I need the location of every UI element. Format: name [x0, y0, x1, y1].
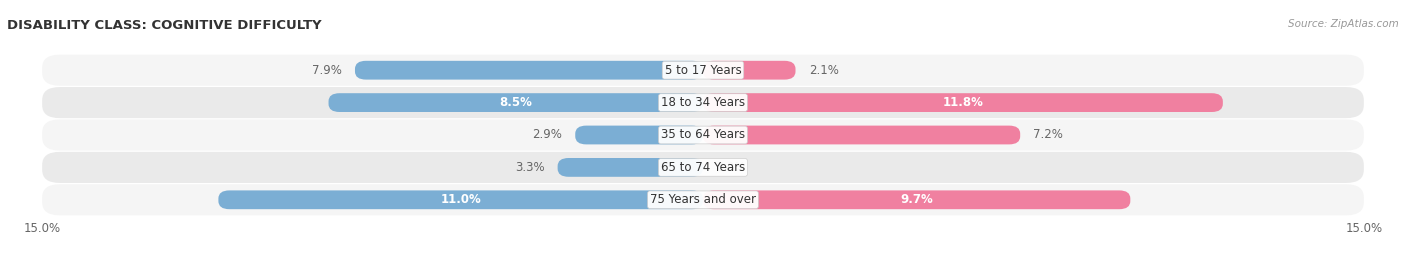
Text: Source: ZipAtlas.com: Source: ZipAtlas.com [1288, 19, 1399, 29]
FancyBboxPatch shape [329, 93, 703, 112]
Text: 11.8%: 11.8% [942, 96, 983, 109]
FancyBboxPatch shape [42, 119, 1364, 151]
FancyBboxPatch shape [42, 152, 1364, 183]
Text: 11.0%: 11.0% [440, 193, 481, 206]
Text: 18 to 34 Years: 18 to 34 Years [661, 96, 745, 109]
FancyBboxPatch shape [703, 190, 1130, 209]
Text: 0.0%: 0.0% [716, 161, 745, 174]
Text: 8.5%: 8.5% [499, 96, 533, 109]
FancyBboxPatch shape [703, 61, 796, 80]
Text: DISABILITY CLASS: COGNITIVE DIFFICULTY: DISABILITY CLASS: COGNITIVE DIFFICULTY [7, 19, 322, 32]
FancyBboxPatch shape [558, 158, 703, 177]
Text: 5 to 17 Years: 5 to 17 Years [665, 64, 741, 77]
FancyBboxPatch shape [703, 126, 1021, 144]
FancyBboxPatch shape [42, 55, 1364, 86]
FancyBboxPatch shape [575, 126, 703, 144]
FancyBboxPatch shape [218, 190, 703, 209]
Text: 9.7%: 9.7% [900, 193, 934, 206]
Text: 35 to 64 Years: 35 to 64 Years [661, 129, 745, 141]
Text: 7.2%: 7.2% [1033, 129, 1063, 141]
Text: 2.9%: 2.9% [531, 129, 562, 141]
FancyBboxPatch shape [42, 184, 1364, 215]
Text: 75 Years and over: 75 Years and over [650, 193, 756, 206]
FancyBboxPatch shape [703, 93, 1223, 112]
Text: 2.1%: 2.1% [808, 64, 838, 77]
FancyBboxPatch shape [42, 87, 1364, 118]
Text: 7.9%: 7.9% [312, 64, 342, 77]
Text: 65 to 74 Years: 65 to 74 Years [661, 161, 745, 174]
FancyBboxPatch shape [354, 61, 703, 80]
Text: 3.3%: 3.3% [515, 161, 544, 174]
